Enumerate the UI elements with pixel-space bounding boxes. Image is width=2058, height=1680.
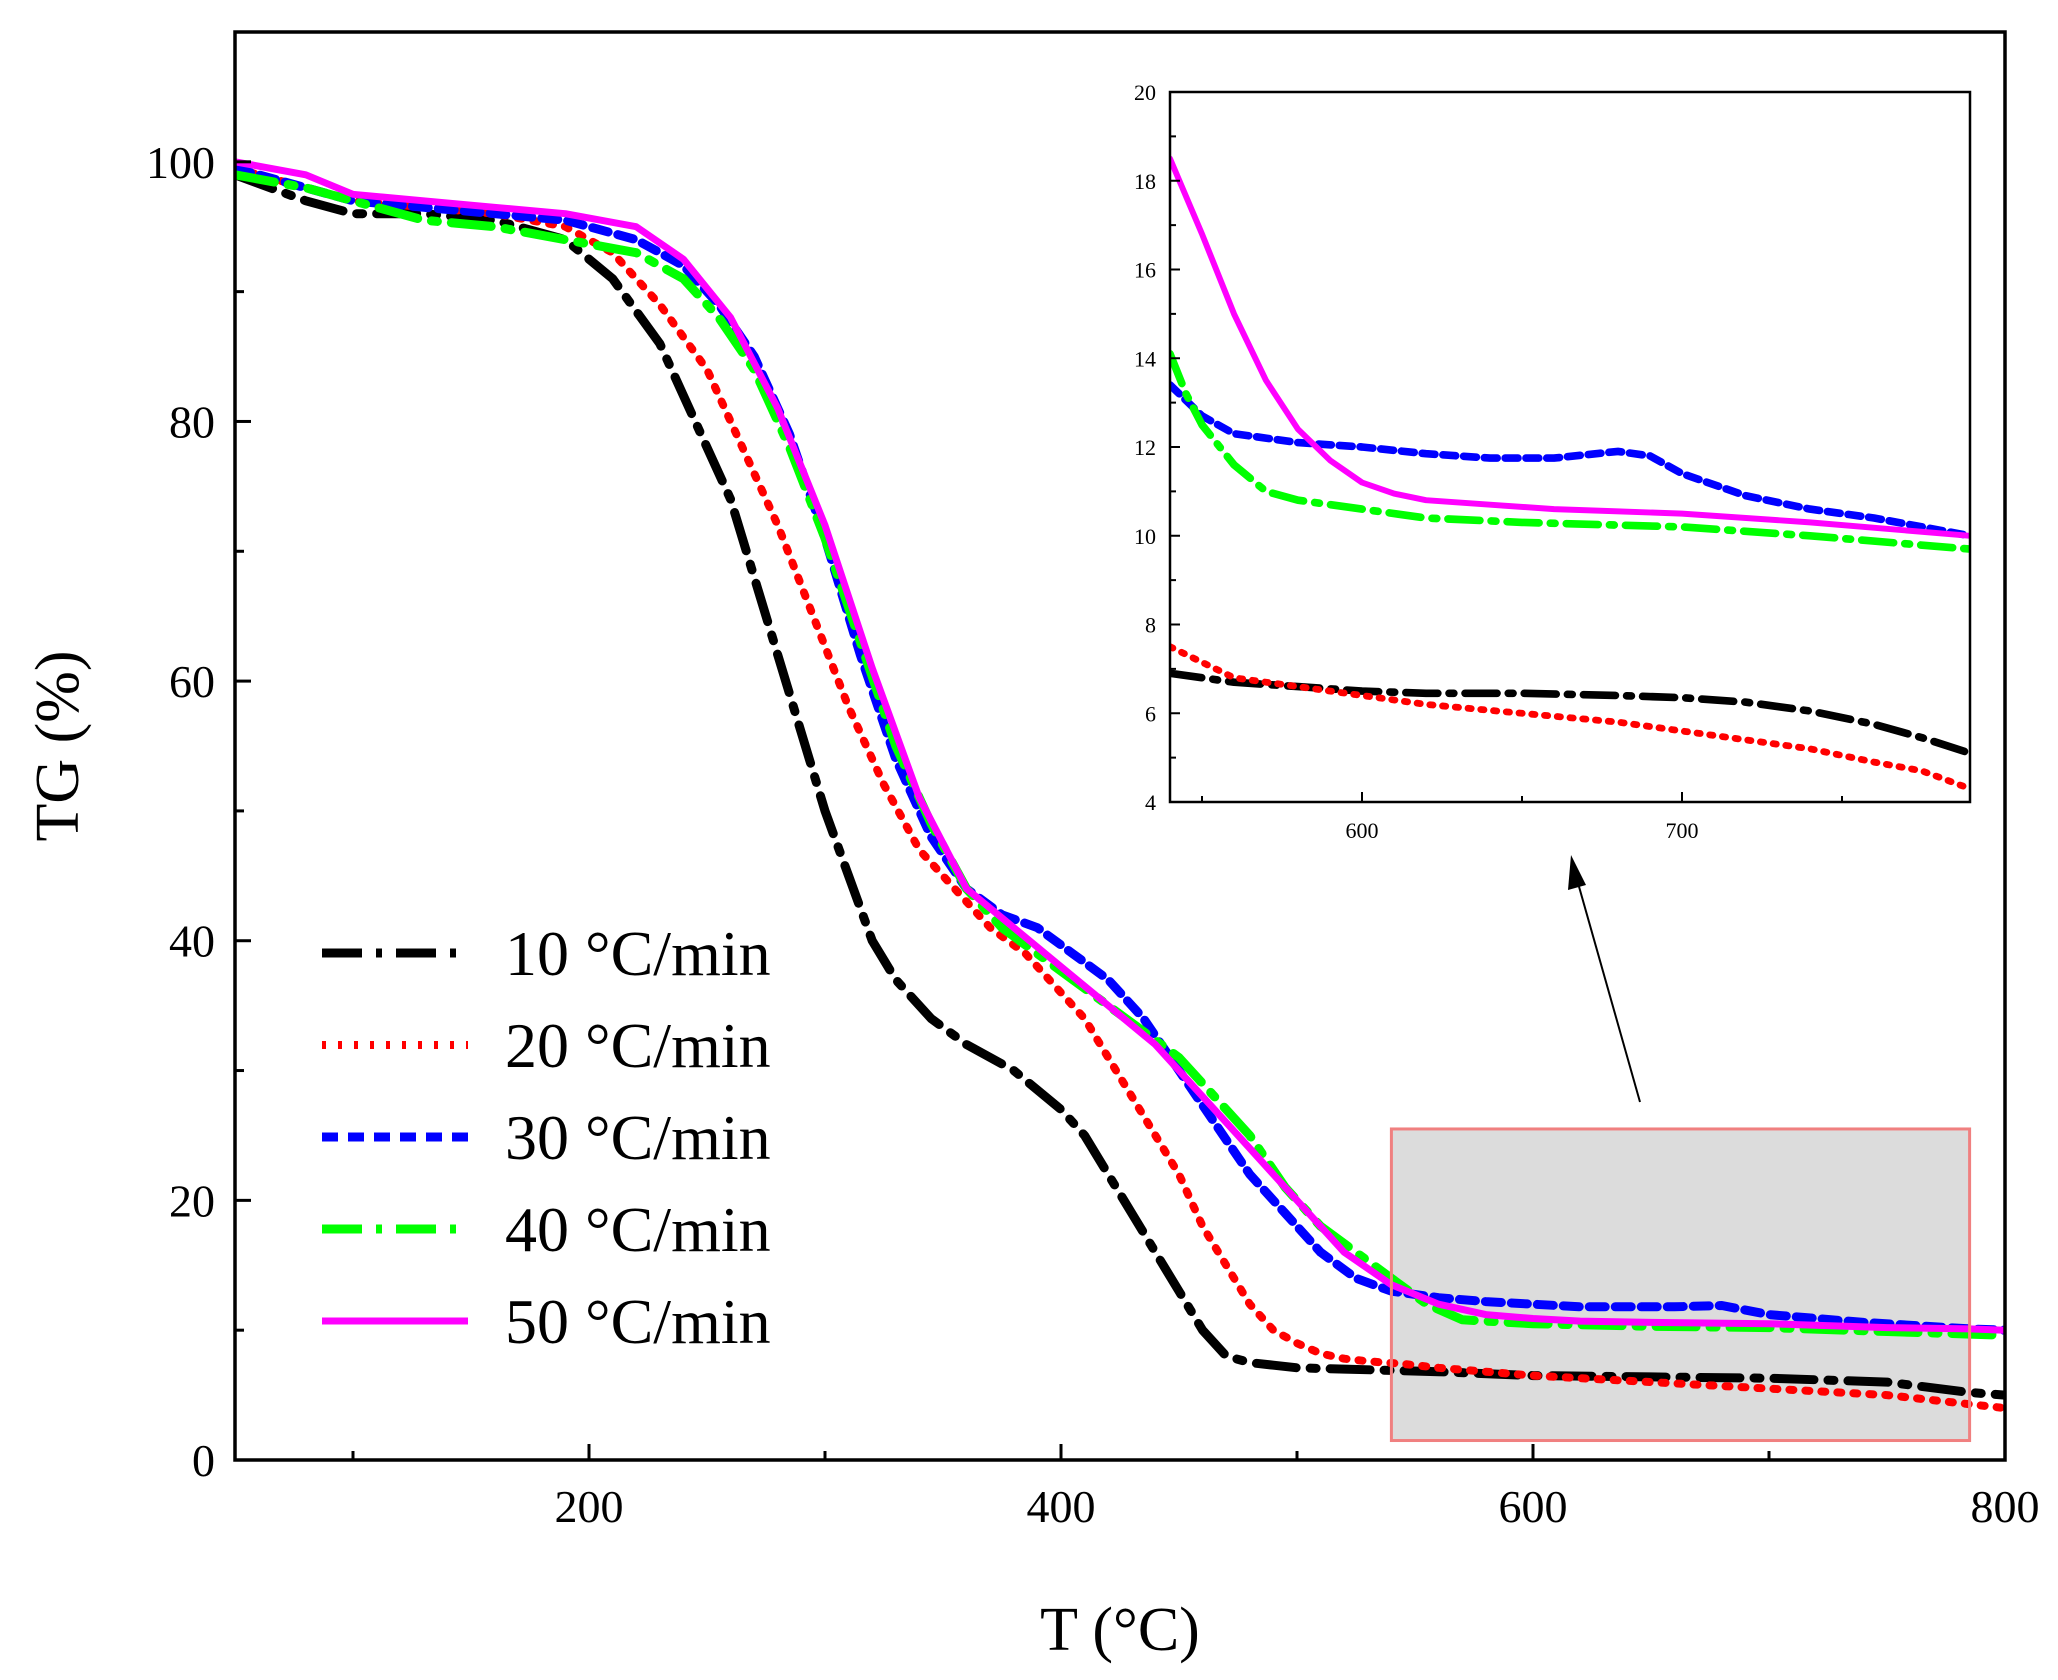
zoom-arrow (1568, 855, 1641, 1103)
inset-y-tick-label: 20 (1134, 80, 1156, 105)
legend: 10 °C/min 20 °C/min 30 °C/min 40 °C/min 50 °… (322, 918, 771, 1357)
legend-label: 20 °C/min (505, 1010, 771, 1081)
legend-item-20-c-min: 20 °C/min (322, 1010, 771, 1081)
main-x-axis: 200 400 600 800 (351, 1444, 2040, 1532)
inset-y-tick-label: 18 (1134, 169, 1156, 194)
main-y-tick-label: 80 (169, 396, 215, 447)
inset-y-tick-label: 8 (1145, 613, 1156, 638)
legend-label: 10 °C/min (505, 918, 771, 989)
inset-series-group (1170, 155, 1970, 793)
zoom-highlight-fill (1391, 1128, 1970, 1441)
main-y-axis: 0 20 40 60 80 100 (146, 30, 251, 1486)
inset-x-tick-label: 700 (1666, 818, 1699, 843)
inset-y-tick-label: 16 (1134, 258, 1156, 283)
legend-item-30-c-min: 30 °C/min (322, 1102, 771, 1173)
main-series-20-c-min (235, 164, 2005, 1413)
main-x-tick-label: 400 (1027, 1481, 1096, 1532)
inset-series-10-c-min (1170, 669, 1970, 758)
main-series-40-c-min (235, 170, 2005, 1340)
main-plot-frame (233, 30, 2007, 1462)
y-axis-title: TG (%) (24, 650, 92, 841)
legend-label: 40 °C/min (505, 1194, 771, 1265)
main-series-group (235, 158, 2005, 1413)
main-y-tick-label: 0 (192, 1435, 215, 1486)
legend-item-40-c-min: 40 °C/min (322, 1194, 771, 1265)
main-x-tick-label: 200 (555, 1481, 624, 1532)
main-y-tick-label: 40 (169, 916, 215, 967)
inset-y-tick-label: 10 (1134, 524, 1156, 549)
inset-y-axis: 4 6 8 10 12 14 16 18 20 (1134, 80, 1180, 815)
legend-label: 50 °C/min (505, 1286, 771, 1357)
zoom-highlight-box (1391, 1128, 1970, 1441)
inset-x-axis: 600 700 (1201, 792, 1843, 843)
main-x-tick-label: 600 (1499, 1481, 1568, 1532)
inset-series-20-c-min (1170, 643, 1970, 793)
zoom-arrow-line (1575, 875, 1641, 1103)
main-series-50-c-min (235, 158, 2005, 1334)
legend-item-10-c-min: 10 °C/min (322, 918, 771, 989)
zoom-arrow-head (1568, 855, 1586, 890)
inset-y-tick-label: 12 (1134, 435, 1156, 460)
main-x-tick-label: 800 (1971, 1481, 2040, 1532)
inset-y-tick-label: 6 (1145, 701, 1156, 726)
inset-y-tick-label: 4 (1145, 790, 1156, 815)
inset-series-50-c-min (1170, 155, 1970, 539)
legend-label: 30 °C/min (505, 1102, 771, 1173)
x-axis-title: T (°C) (1040, 1596, 1200, 1664)
inset-x-tick-label: 600 (1346, 818, 1379, 843)
inset-series-30-c-min (1170, 381, 1970, 540)
main-series-10-c-min (235, 170, 2005, 1400)
main-y-tick-label: 100 (146, 137, 215, 188)
main-y-tick-label: 60 (169, 656, 215, 707)
legend-item-50-c-min: 50 °C/min (322, 1286, 771, 1357)
main-y-tick-label: 20 (169, 1175, 215, 1226)
zoom-highlight-frame (1389, 1127, 1972, 1443)
inset-y-tick-label: 14 (1134, 346, 1156, 371)
main-series-30-c-min (235, 163, 2005, 1335)
inset-series-40-c-min (1170, 349, 1970, 553)
